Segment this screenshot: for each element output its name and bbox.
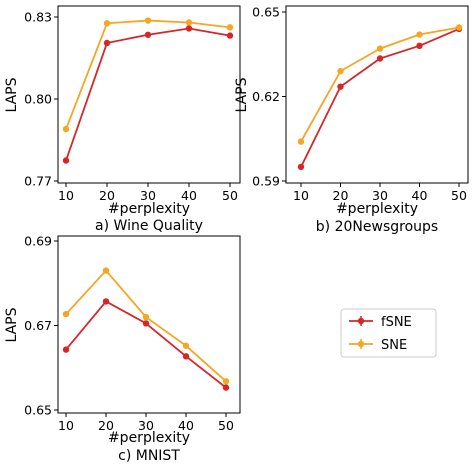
legend: fSNE SNE — [340, 308, 437, 358]
panel-c-xtick-label: 10 — [58, 418, 74, 433]
panel-c-series-fsne-point — [222, 384, 230, 391]
panel-c: 10 20 30 40 500.650.670.69 LAPS #perplexity … — [4, 234, 241, 464]
panel-a-series-fsne-point — [62, 157, 70, 164]
panel-a-series-fsne-line — [65, 27, 231, 161]
panel-b-ylabel: LAPS — [234, 77, 250, 112]
panel-b-series-sne-point — [416, 31, 423, 38]
panel-b-series-sne-point — [376, 45, 384, 52]
panel-a-ytick-label: 0.83 — [24, 10, 52, 25]
panel-a-xtick-label: 10 — [58, 188, 74, 203]
panel-b-series-fsne-point — [376, 55, 384, 62]
panel-b-series-fsne-point — [297, 163, 305, 171]
panel-b-ytick-label: 0.62 — [252, 89, 280, 104]
panel-c-series-fsne-point — [142, 320, 150, 327]
panel-b-xtick-label: 40 — [412, 188, 428, 203]
panel-c-ytick-label: 0.65 — [24, 403, 52, 418]
panel-a: 10 20 30 40 500.770.800.83 LAPS #perplexity … — [4, 5, 241, 234]
panel-b-series-sne-point — [297, 138, 305, 145]
panel-a-series-sne-point — [62, 125, 70, 133]
panel-a-series-sne-point — [144, 17, 152, 24]
panel-b-xlabel: #perplexity — [336, 201, 418, 217]
panel-a-series-sne-point — [103, 20, 111, 27]
panel-a-ytick-label: 0.80 — [24, 92, 52, 107]
panel-b-ytick-label: 0.65 — [252, 5, 280, 20]
panel-b-series-sne-point — [337, 67, 344, 75]
panel-b-caption: b) 20Newsgroups — [316, 219, 438, 235]
panel-b-xtick-label: 20 — [333, 188, 349, 203]
panel-c-xtick-label: 40 — [178, 418, 194, 433]
panel-b-series-fsne-point — [416, 42, 423, 49]
panel-b-series-fsne-point — [337, 83, 344, 90]
legend-item-sne: SNE — [349, 338, 407, 353]
panel-a-xtick-label: 30 — [140, 188, 156, 203]
legend-item-fsne: fSNE — [349, 315, 412, 330]
panel-a-series-fsne-point — [103, 39, 111, 47]
panel-b-plot-frame — [285, 5, 469, 184]
panel-b-ytick-label: 0.59 — [252, 174, 280, 189]
panel-a-ylabel: LAPS — [4, 77, 20, 112]
panel-c-ytick-label: 0.67 — [24, 318, 52, 333]
panel-c-ylabel: LAPS — [4, 307, 20, 342]
panel-c-series-sne-point — [142, 313, 150, 321]
panel-c-xtick-label: 20 — [98, 418, 114, 433]
panel-b-series-sne-point — [455, 24, 463, 31]
legend-sne-marker — [357, 340, 365, 348]
panel-b-xtick-label: 10 — [293, 188, 309, 203]
panel-a-xtick-label: 50 — [222, 188, 238, 203]
panel-c-xtick-label: 30 — [138, 418, 154, 433]
panel-c-ytick-label: 0.69 — [24, 234, 52, 249]
panel-c-series-sne-point — [222, 378, 230, 385]
panel-c-caption: c) MNIST — [118, 448, 180, 464]
panel-a-xtick-label: 40 — [181, 188, 197, 203]
panel-b-series-sne-line — [300, 26, 460, 143]
panel-a-xtick-label: 20 — [99, 188, 115, 203]
legend-fsne-marker — [357, 317, 365, 325]
panel-c-series-sne-point — [102, 267, 110, 274]
legend-fsne-label: fSNE — [381, 315, 412, 330]
panel-a-series-fsne-point — [226, 32, 234, 39]
panel-a-series-sne-point — [226, 24, 234, 31]
panel-c-series-fsne-point — [102, 298, 110, 305]
panel-c-plot-frame — [57, 235, 241, 414]
panel-c-series-sne-point — [62, 310, 70, 318]
legend-sne-label: SNE — [381, 338, 407, 353]
panel-b-xtick-label: 30 — [372, 188, 388, 203]
panel-a-plot-frame — [57, 5, 241, 184]
panel-a-series-fsne-point — [144, 31, 152, 38]
panel-a-caption: a) Wine Quality — [95, 218, 203, 234]
panel-c-series-fsne-point — [62, 346, 70, 353]
panel-a-ytick-label: 0.77 — [24, 174, 52, 189]
panel-b-xtick-label: 50 — [451, 188, 467, 203]
panel-c-xtick-label: 50 — [218, 418, 234, 433]
panel-a-xlabel: #perplexity — [108, 201, 190, 217]
panel-b: 10 20 30 40 500.590.620.65 LAPS #perplexity … — [234, 5, 469, 235]
panel-c-series-fsne-point — [182, 353, 190, 360]
panel-c-series-sne-point — [182, 342, 190, 349]
panel-a-series-sne-point — [185, 19, 193, 26]
panel-a-series-fsne-point — [185, 25, 193, 32]
panel-c-xlabel: #perplexity — [108, 430, 190, 446]
